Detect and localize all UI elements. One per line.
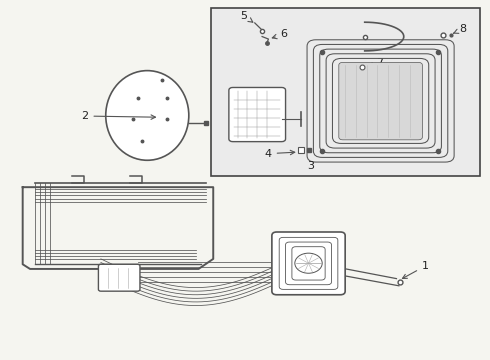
- Text: 1: 1: [402, 261, 429, 279]
- Text: 7: 7: [368, 58, 383, 68]
- Text: 5: 5: [240, 11, 253, 22]
- Text: 3: 3: [307, 161, 315, 171]
- FancyBboxPatch shape: [272, 232, 345, 295]
- Text: 4: 4: [265, 149, 294, 159]
- FancyBboxPatch shape: [98, 264, 140, 291]
- Text: 8: 8: [454, 24, 466, 34]
- FancyBboxPatch shape: [339, 62, 422, 140]
- Bar: [211, 8, 480, 176]
- Text: 2: 2: [81, 111, 155, 121]
- Text: 6: 6: [272, 29, 288, 39]
- Ellipse shape: [106, 71, 189, 160]
- FancyBboxPatch shape: [229, 87, 286, 141]
